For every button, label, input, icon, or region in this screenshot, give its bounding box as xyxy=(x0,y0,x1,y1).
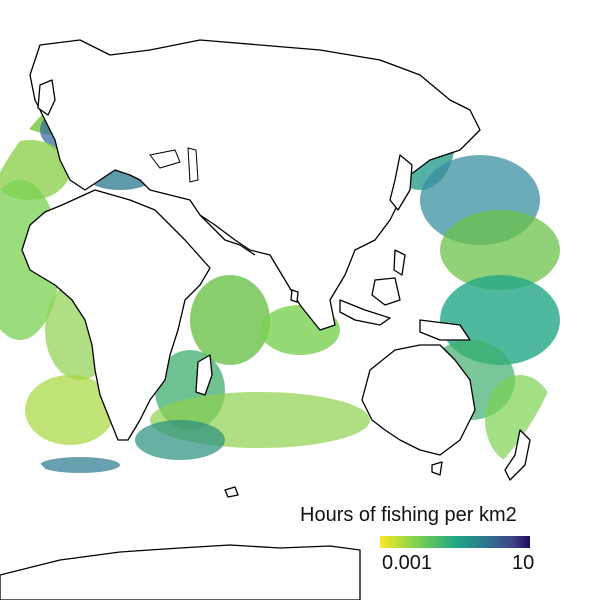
borneo-landmass xyxy=(371,277,401,306)
britain-landmass xyxy=(37,79,56,116)
new-guinea-landmass xyxy=(419,319,471,341)
africa-landmass xyxy=(21,189,211,441)
legend-color-bar xyxy=(380,536,530,548)
philippines-landmass xyxy=(393,249,406,276)
indonesia-landmass xyxy=(339,299,391,326)
antarctica-landmass xyxy=(0,544,361,600)
black-sea xyxy=(149,149,181,169)
tasmania-landmass xyxy=(431,461,443,476)
caspian-sea xyxy=(187,147,199,183)
madagascar-landmass xyxy=(195,354,213,396)
arabia-landmass xyxy=(199,214,256,256)
new-zealand-landmass xyxy=(504,429,531,481)
inland-seas xyxy=(149,147,199,183)
eurasia-landmass xyxy=(29,39,481,331)
sri-lanka-landmass xyxy=(290,289,299,303)
coastlines xyxy=(0,39,531,600)
japan-landmass xyxy=(389,154,413,211)
australia-landmass xyxy=(361,344,476,456)
legend-min-label: 0.001 xyxy=(382,552,433,574)
legend-title: Hours of fishing per km2 xyxy=(300,504,517,526)
legend-max-label: 10 xyxy=(512,552,535,574)
kerguelen-landmass xyxy=(224,486,239,498)
